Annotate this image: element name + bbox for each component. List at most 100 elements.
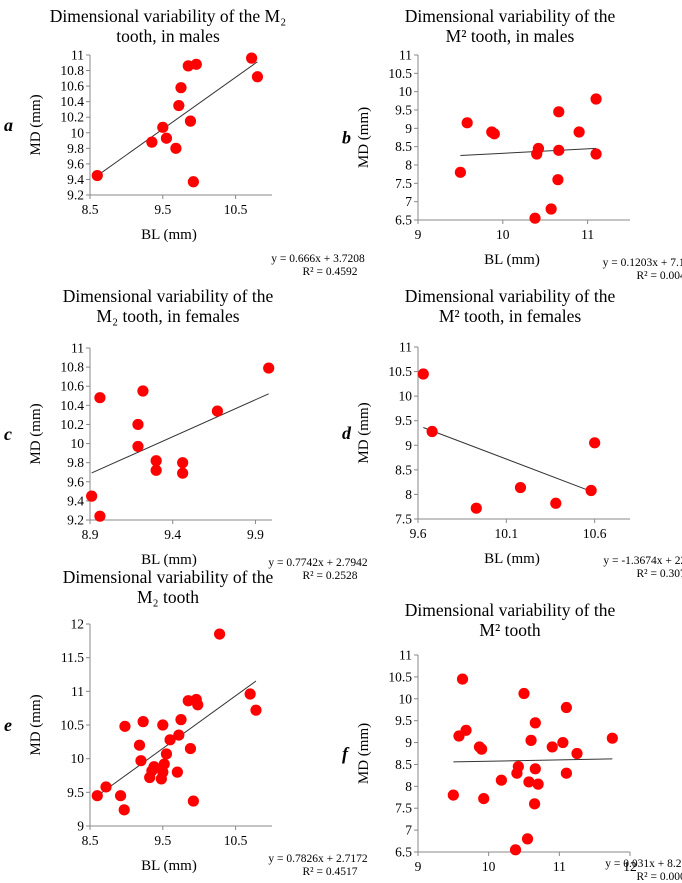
data-point (100, 781, 112, 793)
y-tick-label: 9.6 (67, 156, 84, 171)
panel-letter: d (342, 423, 352, 443)
data-point (157, 719, 169, 731)
data-point (521, 833, 534, 845)
trend-equation: y = 0.7826x + 2.7172 (268, 853, 367, 865)
y-tick-label: 10.6 (60, 79, 84, 94)
data-point (177, 467, 189, 479)
chart-title-line: Dimensional variability of the (405, 286, 616, 306)
data-point (417, 368, 429, 380)
data-point (190, 58, 202, 70)
data-point (173, 99, 185, 112)
r-squared: R² = 0.3072 (637, 568, 682, 580)
data-point (213, 628, 226, 640)
data-point (132, 418, 144, 431)
y-tick-label: 10.8 (60, 63, 84, 78)
trendline (423, 427, 595, 494)
y-tick-label: 9.5 (395, 413, 412, 428)
y-tick-label: 9 (77, 819, 84, 834)
y-axis-label: MD (mm) (356, 723, 372, 784)
panel-letter: c (4, 424, 12, 444)
y-tick-label: 10.5 (388, 669, 412, 684)
x-tick-label: 9.5 (154, 833, 171, 848)
data-point (476, 743, 488, 755)
x-tick-label: 9 (415, 227, 422, 242)
x-axis-label: BL (mm) (141, 227, 197, 243)
x-tick-label: 9 (415, 859, 422, 874)
x-tick-label: 10 (482, 859, 496, 874)
data-point (160, 748, 173, 760)
y-tick-label: 11 (71, 684, 84, 699)
y-tick-label: 10 (71, 125, 85, 140)
data-point (146, 136, 158, 148)
panel-letter: f (342, 744, 350, 764)
data-point (511, 767, 523, 779)
x-tick-label: 10.6 (583, 526, 607, 541)
x-tick-label: 9.6 (410, 526, 427, 541)
x-axis-label: BL (mm) (141, 552, 197, 568)
y-tick-label: 7.5 (395, 801, 412, 816)
x-tick-label: 8.5 (82, 833, 99, 848)
y-tick-label: 10 (399, 691, 413, 706)
y-tick-label: 9.8 (67, 141, 84, 156)
data-point (150, 455, 162, 467)
data-point (118, 804, 130, 816)
data-point (119, 720, 131, 732)
data-point (148, 761, 160, 773)
panel-letter: a (4, 115, 13, 135)
y-tick-label: 8 (405, 487, 412, 502)
data-point (456, 673, 469, 685)
y-tick-label: 10.4 (60, 398, 84, 413)
data-point (553, 106, 565, 118)
data-point (132, 440, 144, 453)
data-point (546, 741, 558, 753)
y-tick-label: 10.5 (388, 66, 412, 81)
y-tick-label: 9.4 (67, 493, 84, 508)
data-point (447, 789, 459, 801)
data-point (170, 142, 182, 154)
trend-equation: y = 0.666x + 3.7208 (271, 253, 365, 265)
data-point (606, 732, 618, 744)
x-tick-label: 10.5 (224, 202, 248, 217)
data-point (86, 490, 98, 502)
chart-panel-a: Dimensional variability of the M₂tooth, … (4, 6, 365, 278)
data-point (514, 481, 527, 494)
data-point (164, 734, 176, 746)
r-squared: R² = 0.0004 (637, 871, 682, 883)
data-point (461, 117, 473, 129)
data-point (184, 115, 197, 127)
data-point (135, 755, 147, 767)
r-squared: R² = 0.4592 (303, 266, 358, 278)
y-tick-label: 10.4 (60, 94, 84, 109)
x-tick-label: 10 (496, 227, 510, 242)
y-tick-label: 11.5 (61, 650, 84, 665)
data-point (571, 747, 583, 760)
data-point (114, 790, 127, 802)
y-tick-label: 9.5 (67, 785, 84, 800)
data-point (133, 739, 146, 751)
r-squared: R² = 0.2528 (303, 570, 358, 582)
data-point (557, 736, 569, 749)
trendline (460, 147, 597, 156)
y-tick-label: 7 (405, 823, 412, 838)
data-point (560, 767, 573, 779)
data-point (589, 437, 601, 449)
data-point (175, 714, 187, 726)
data-point (552, 174, 564, 186)
y-axis-label: MD (mm) (356, 402, 372, 463)
y-tick-label: 6.5 (395, 213, 412, 228)
trendline (453, 758, 613, 763)
data-point (585, 484, 597, 497)
data-point (553, 144, 565, 156)
y-tick-label: 11 (399, 48, 412, 63)
r-squared: R² = 0.4517 (303, 866, 358, 878)
chart-title-line: Dimensional variability of the (63, 567, 274, 587)
data-point (192, 699, 204, 711)
y-tick-label: 7.5 (395, 176, 412, 191)
y-tick-label: 11 (71, 48, 84, 63)
x-tick-label: 9.4 (164, 527, 181, 542)
y-tick-label: 12 (71, 617, 85, 632)
data-point (184, 742, 197, 755)
y-tick-label: 7.5 (395, 512, 412, 527)
